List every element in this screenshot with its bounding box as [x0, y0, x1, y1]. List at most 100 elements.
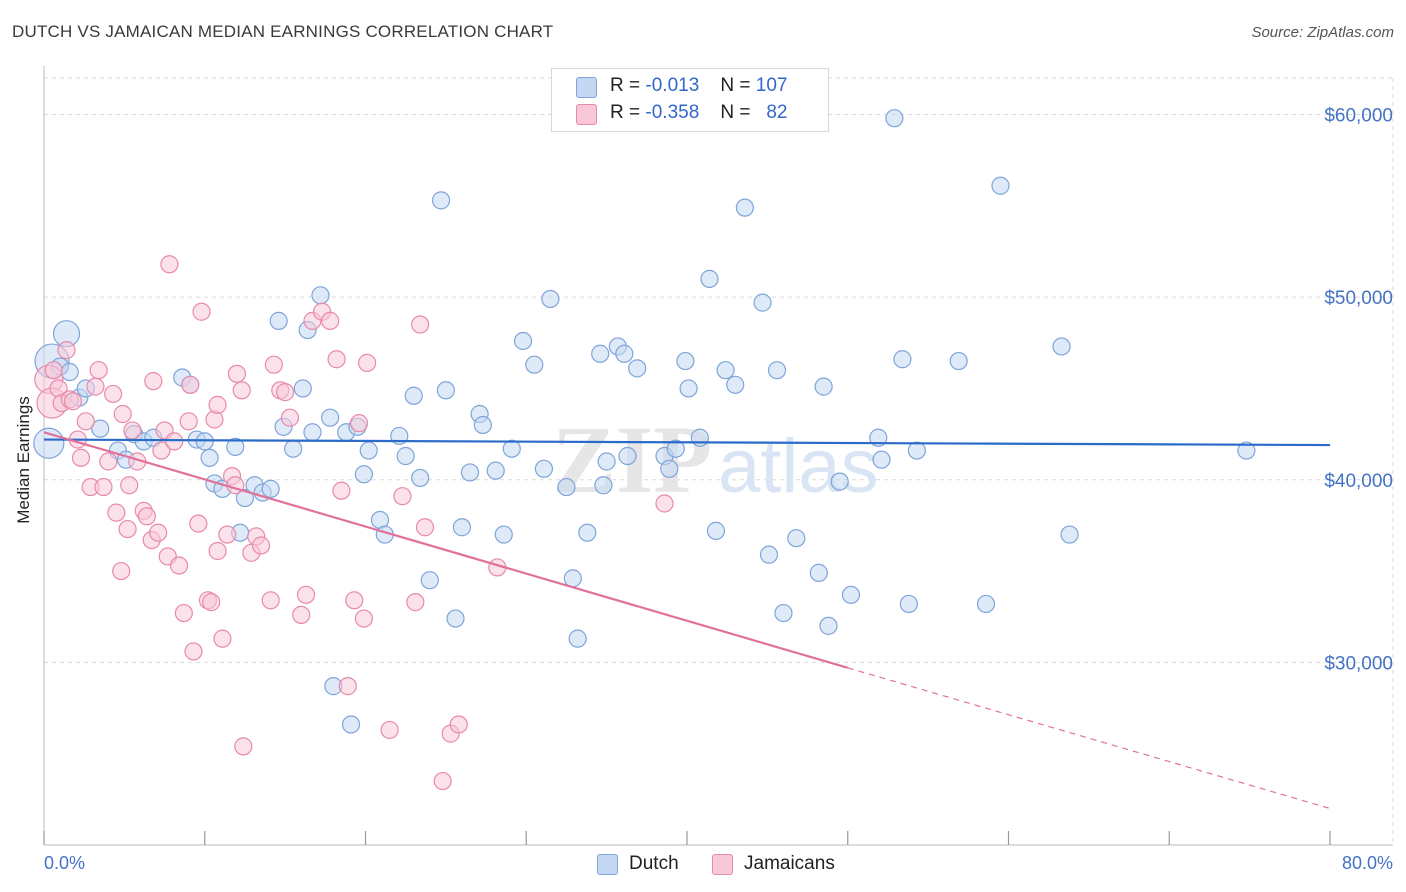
dutch-point	[949, 351, 968, 371]
jamaican-point	[358, 353, 377, 372]
jamaican-point	[321, 311, 340, 330]
jamaicans-swatch	[576, 104, 597, 125]
dutch-point	[261, 479, 280, 498]
jamaicans-legend-label: Jamaicans	[744, 853, 835, 874]
jamaican-point	[152, 441, 171, 460]
dutch-point	[830, 472, 849, 491]
jamaican-point	[354, 609, 373, 628]
dutch-point	[679, 379, 698, 398]
dutch-point	[284, 439, 303, 458]
jamaican-point	[208, 541, 227, 561]
jamaican-point	[192, 302, 211, 321]
jamaican-point	[165, 432, 184, 451]
dutch-point	[541, 289, 560, 309]
legend: R = -0.013 N = 107 R = -0.358 N = 82	[551, 68, 829, 132]
dutch-point	[716, 361, 735, 380]
jam-n-value: 82	[766, 102, 788, 123]
jamaican-point	[181, 375, 200, 394]
dutch-n-label: N =	[720, 75, 751, 96]
jamaican-point	[160, 255, 179, 274]
x-tick-label-min: 0.0%	[44, 853, 85, 873]
dutch-point	[359, 441, 378, 460]
dutch-point	[269, 311, 288, 330]
jamaican-point	[406, 593, 425, 612]
jamaican-point	[232, 381, 251, 400]
dutch-point	[597, 452, 616, 471]
dutch-point	[341, 715, 361, 734]
dutch-n-value: 107	[755, 75, 788, 96]
dutch-point	[525, 355, 544, 374]
dutch-point	[976, 594, 996, 614]
watermark-atlas: atlas	[718, 424, 879, 509]
dutch-point	[628, 359, 647, 378]
jamaican-point	[104, 384, 123, 404]
jamaican-point	[184, 642, 203, 661]
dutch-point	[354, 465, 373, 484]
y-tick-labels: $30,000 $40,000 $50,000 $60,000	[1324, 106, 1393, 675]
jamaican-point	[296, 585, 316, 604]
jamaican-point	[99, 452, 118, 471]
dutch-swatch	[576, 77, 597, 98]
jamaican-point	[71, 448, 91, 467]
jamaican-point	[280, 408, 300, 427]
dutch-point	[404, 386, 423, 405]
dutch-trend-line	[43, 438, 1331, 447]
jamaican-point	[449, 715, 468, 734]
jamaican-point	[144, 372, 163, 391]
jamaican-point	[169, 556, 189, 575]
dutch-point	[460, 463, 480, 482]
dutch-point	[594, 476, 613, 495]
jamaican-point	[327, 350, 346, 369]
dutch-point	[396, 446, 415, 466]
jamaican-point	[137, 507, 156, 526]
dutch-point	[814, 377, 833, 396]
dutch-point	[899, 594, 918, 614]
jamaican-point	[213, 629, 232, 648]
jamaican-point	[107, 503, 126, 522]
jamaican-trend-line	[43, 431, 849, 669]
dutch-point	[690, 428, 709, 447]
jamaican-point	[202, 593, 221, 612]
dutch-point	[618, 446, 637, 466]
dutch-point	[486, 461, 505, 480]
jam-r-value: -0.358	[645, 102, 700, 123]
jamaican-point	[332, 481, 351, 500]
dutch-point	[726, 375, 745, 394]
jamaican-point	[189, 514, 208, 533]
dutch-point	[1237, 441, 1256, 460]
jamaican-point	[120, 476, 139, 495]
dutch-point	[676, 351, 695, 371]
dutch-point	[502, 439, 521, 458]
dutch-point	[885, 109, 904, 128]
jamaican-point	[208, 395, 227, 414]
dutch-point	[563, 569, 582, 588]
dutch-point	[869, 428, 888, 447]
jamaican-point	[415, 518, 435, 537]
jamaican-point	[218, 525, 237, 544]
dutch-point	[235, 488, 255, 508]
dutch-point	[753, 293, 772, 312]
dutch-point	[578, 523, 597, 542]
dutch-point	[666, 439, 685, 458]
jamaicans-legend-swatch	[712, 854, 733, 875]
chart-title: DUTCH VS JAMAICAN MEDIAN EARNINGS CORREL…	[12, 22, 554, 41]
jamaican-point	[264, 355, 283, 374]
jamaican-point	[86, 377, 105, 396]
jamaican-point	[411, 315, 430, 334]
dutch-point	[436, 381, 455, 400]
dutch-point	[293, 379, 312, 398]
dutch-point	[907, 441, 926, 460]
dutch-point	[226, 437, 245, 456]
dutch-point	[759, 545, 779, 564]
jamaican-point	[251, 536, 271, 555]
y-tick-label: $50,000	[1324, 288, 1393, 309]
dutch-point	[893, 350, 912, 369]
jamaican-point	[76, 412, 95, 431]
dutch-point	[420, 571, 439, 590]
jamaican-point	[349, 414, 369, 433]
dutch-point	[195, 432, 214, 451]
jamaican-point	[276, 383, 295, 402]
dutch-point	[513, 331, 533, 351]
jamaican-point	[338, 677, 357, 696]
